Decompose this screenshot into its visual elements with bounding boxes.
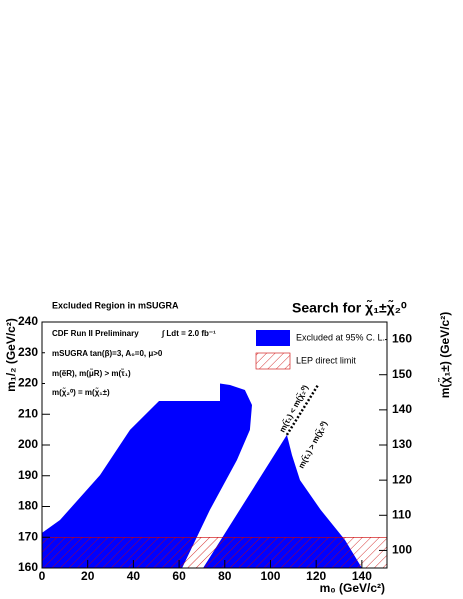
- annotation: m(ẽR), m(μ̃R) > m(τ̃₁): [52, 369, 131, 378]
- y-tick-label: 240: [18, 314, 38, 328]
- y-axis-title: m₁/₂ (GeV/c²): [4, 318, 18, 392]
- legend-label: Excluded at 95% C. L.: [296, 332, 385, 342]
- annotation: ∫ Ldt = 2.0 fb⁻¹: [161, 329, 216, 338]
- annotation: CDF Run II Preliminary: [52, 329, 139, 338]
- y2-tick-label: 160: [392, 332, 412, 346]
- x-tick-label: 20: [81, 569, 95, 583]
- x-tick-label: 40: [127, 569, 141, 583]
- chart-title: Excluded Region in mSUGRA: [52, 300, 179, 310]
- x-tick-label: 0: [39, 569, 46, 583]
- annotation: mSUGRA tan(β)=3, A₀=0, μ>0: [52, 349, 163, 358]
- boundary-dotted-line: [285, 384, 320, 436]
- y2-tick-label: 150: [392, 367, 412, 381]
- y-tick-label: 180: [18, 499, 38, 513]
- y-tick-label: 220: [18, 376, 38, 390]
- y-tick-label: 160: [18, 560, 38, 574]
- x-tick-label: 140: [352, 569, 372, 583]
- annotation-box: CDF Run II Preliminary ∫ Ldt = 2.0 fb⁻¹ mS…: [45, 325, 220, 401]
- x-tick-label: 80: [218, 569, 232, 583]
- y-tick-label: 190: [18, 468, 38, 482]
- legend-label: LEP direct limit: [296, 355, 356, 365]
- y2-tick-label: 130: [392, 437, 412, 451]
- y2-tick-label: 120: [392, 472, 412, 486]
- excluded-region: [42, 382, 362, 568]
- annotation: m(χ̃₂⁰) = m(χ̃₁±): [52, 388, 110, 397]
- y-tick-label: 170: [18, 529, 38, 543]
- x-tick-label: 100: [260, 569, 280, 583]
- y-tick-label: 230: [18, 345, 38, 359]
- y2-tick-label: 110: [392, 507, 412, 521]
- annotation-background: [45, 325, 220, 401]
- y2-tick-label: 140: [392, 402, 412, 416]
- legend: Excluded at 95% C. L. LEP direct limit: [250, 325, 385, 372]
- x-tick-label: 120: [306, 569, 326, 583]
- chart-subtitle: Search for χ̃₁±χ̃₂⁰: [292, 299, 407, 316]
- y2-axis-title: m(χ̃₁±) (GeV/c²): [437, 312, 452, 398]
- y2-tick-label: 100: [392, 543, 412, 557]
- lep-limit-region: [41, 537, 388, 569]
- legend-swatch: [255, 352, 291, 370]
- y-tick-label: 200: [18, 437, 38, 451]
- y-tick-label: 210: [18, 406, 38, 420]
- legend-swatch: [256, 330, 290, 346]
- x-tick-label: 60: [172, 569, 186, 583]
- x-axis-title: m₀ (GeV/c²): [320, 581, 385, 595]
